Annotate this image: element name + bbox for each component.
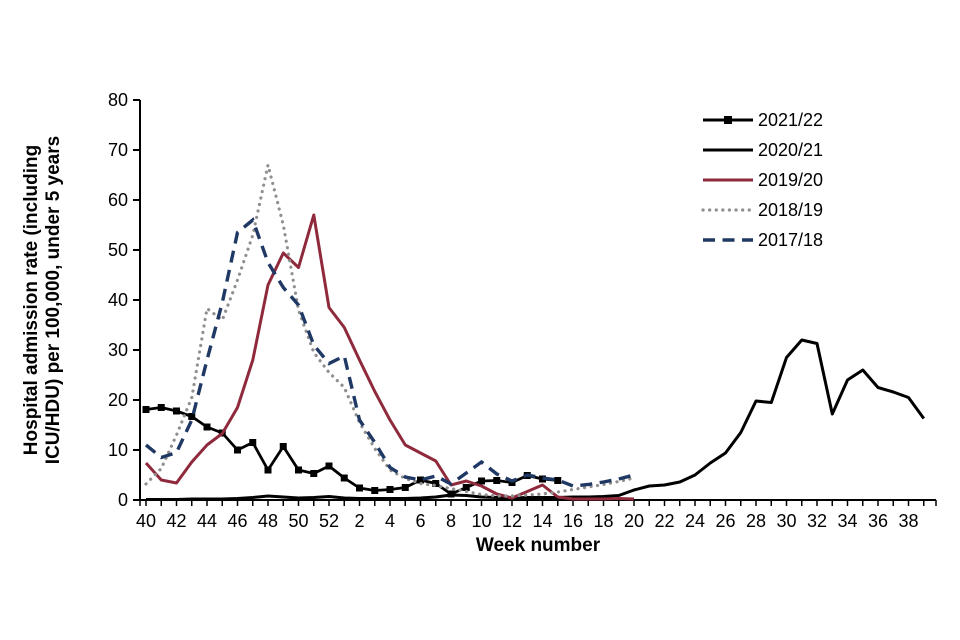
- x-tick-label: 12: [502, 511, 522, 531]
- legend-marker-2021-22: [724, 116, 732, 124]
- series-marker-2021-22: [249, 439, 257, 446]
- x-tick-label: 36: [868, 511, 888, 531]
- x-tick-label: 8: [446, 511, 456, 531]
- series-line-2017-18: [144, 217, 635, 488]
- x-tick-label: 30: [776, 511, 796, 531]
- legend-label-2021-22: 2021/22: [758, 110, 823, 130]
- series-line-2019-20: [144, 213, 635, 501]
- x-tick-label: 42: [166, 511, 186, 531]
- series-marker-2021-22: [539, 475, 546, 483]
- y-tick-label: 30: [108, 340, 128, 360]
- series-marker-2021-22: [173, 407, 180, 415]
- series-marker-2021-22: [279, 443, 287, 450]
- x-tick-label: 18: [593, 511, 613, 531]
- x-tick-label: 10: [471, 511, 491, 531]
- series-marker-2021-22: [401, 484, 409, 491]
- y-tick-label: 40: [108, 290, 128, 310]
- series-marker-2021-22: [371, 487, 379, 494]
- y-tick-label: 70: [108, 140, 128, 160]
- y-tick-label: 20: [108, 390, 128, 410]
- series-marker-2021-22: [310, 470, 318, 477]
- legend-label-2020-21: 2020/21: [758, 140, 823, 160]
- series-marker-2021-22: [340, 474, 348, 482]
- x-tick-label: 50: [288, 511, 308, 531]
- series-marker-2021-22: [432, 480, 440, 487]
- x-tick-label: 32: [807, 511, 827, 531]
- x-tick-label: 46: [227, 511, 247, 531]
- x-tick-label: 20: [624, 511, 644, 531]
- y-axis-title-line2: ICU/HDU) per 100,000, under 5 years: [43, 136, 64, 464]
- series-line-2020-21: [146, 338, 926, 501]
- series-marker-2021-22: [386, 486, 394, 493]
- series-marker-2021-22: [142, 406, 150, 413]
- chart-legend: 2021/22 2020/21 2019/20 2018/19 2017/18: [701, 110, 823, 250]
- series-line-2018-19: [144, 164, 636, 498]
- y-tick-label: 10: [108, 440, 128, 460]
- x-tick-label: 34: [837, 511, 857, 531]
- y-tick-label: 0: [118, 490, 128, 510]
- x-tick-label: 24: [685, 511, 705, 531]
- series-marker-2021-22: [188, 413, 196, 420]
- legend-label-2018-19: 2018/19: [758, 200, 823, 220]
- x-tick-label: 38: [898, 511, 918, 531]
- series-marker-2021-22: [325, 462, 333, 470]
- x-tick-label: 14: [532, 511, 552, 531]
- series-marker-2021-22: [295, 466, 302, 474]
- x-axis-title: Week number: [476, 535, 601, 556]
- x-tick-label: 28: [746, 511, 766, 531]
- legend-label-2017-18: 2017/18: [758, 230, 823, 250]
- x-tick-label: 52: [319, 511, 339, 531]
- series-marker-2021-22: [356, 484, 363, 492]
- series-line-2021-22: [145, 406, 558, 496]
- x-tick-label: 16: [563, 511, 583, 531]
- series-lines: [142, 164, 926, 501]
- series-marker-2021-22: [417, 476, 424, 484]
- series-marker-2021-22: [157, 404, 165, 411]
- y-tick-label: 60: [108, 190, 128, 210]
- x-tick-label: 22: [654, 511, 674, 531]
- x-tick-label: 40: [136, 511, 156, 531]
- x-tick-label: 26: [715, 511, 735, 531]
- series-marker-2021-22: [234, 446, 241, 454]
- series-marker-2021-22: [462, 484, 470, 491]
- series-marker-2021-22: [203, 423, 211, 431]
- legend-label-2019-20: 2019/20: [758, 170, 823, 190]
- x-tick-label: 2: [354, 511, 364, 531]
- y-axis-title-line1: Hospital admission rate (including: [21, 145, 42, 455]
- y-tick-label: 80: [108, 90, 128, 110]
- y-tick-label: 50: [108, 240, 128, 260]
- x-tick-label: 4: [385, 511, 395, 531]
- series-marker-2021-22: [493, 477, 501, 484]
- series-marker-2021-22: [478, 477, 485, 485]
- x-tick-label: 44: [197, 511, 217, 531]
- series-marker-2021-22: [554, 477, 562, 484]
- x-tick-label: 48: [258, 511, 278, 531]
- x-tick-label: 6: [415, 511, 425, 531]
- series-marker-2021-22: [264, 466, 272, 474]
